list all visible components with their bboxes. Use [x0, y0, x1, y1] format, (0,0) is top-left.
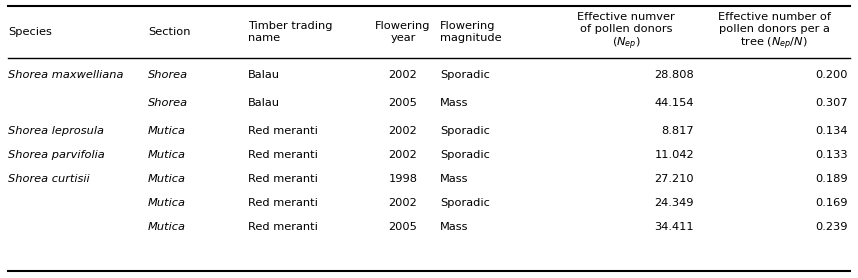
Text: Red meranti: Red meranti [248, 198, 317, 208]
Text: Section: Section [148, 27, 190, 37]
Text: Mutica: Mutica [148, 198, 186, 208]
Text: 0.239: 0.239 [815, 222, 848, 232]
Text: Flowering
year: Flowering year [375, 21, 431, 43]
Text: 2002: 2002 [389, 150, 417, 160]
Text: Mass: Mass [440, 174, 468, 184]
Text: Red meranti: Red meranti [248, 126, 317, 136]
Text: Sporadic: Sporadic [440, 150, 490, 160]
Text: 0.134: 0.134 [815, 126, 848, 136]
Text: Shorea leprosula: Shorea leprosula [8, 126, 104, 136]
Text: Balau: Balau [248, 70, 280, 80]
Text: 0.189: 0.189 [815, 174, 848, 184]
Text: Mass: Mass [440, 98, 468, 108]
Text: Shorea: Shorea [148, 98, 188, 108]
Text: 27.210: 27.210 [655, 174, 694, 184]
Text: Mutica: Mutica [148, 126, 186, 136]
Text: 28.808: 28.808 [655, 70, 694, 80]
Text: Species: Species [8, 27, 51, 37]
Text: Balau: Balau [248, 98, 280, 108]
Text: 34.411: 34.411 [655, 222, 694, 232]
Text: Shorea maxwelliana: Shorea maxwelliana [8, 70, 124, 80]
Text: Shorea parvifolia: Shorea parvifolia [8, 150, 105, 160]
Text: Effective numver
of pollen donors
$(N_{ep})$: Effective numver of pollen donors $(N_{e… [577, 12, 675, 52]
Text: Red meranti: Red meranti [248, 222, 317, 232]
Text: Mutica: Mutica [148, 174, 186, 184]
Text: 8.817: 8.817 [662, 126, 694, 136]
Text: 2005: 2005 [389, 222, 418, 232]
Text: 44.154: 44.154 [655, 98, 694, 108]
Text: Sporadic: Sporadic [440, 70, 490, 80]
Text: 0.307: 0.307 [815, 98, 848, 108]
Text: 24.349: 24.349 [655, 198, 694, 208]
Text: Shorea curtisii: Shorea curtisii [8, 174, 89, 184]
Text: 2002: 2002 [389, 70, 417, 80]
Text: 0.169: 0.169 [815, 198, 848, 208]
Text: Mutica: Mutica [148, 222, 186, 232]
Text: Mass: Mass [440, 222, 468, 232]
Text: 0.200: 0.200 [815, 70, 848, 80]
Text: 2002: 2002 [389, 126, 417, 136]
Text: Timber trading
name: Timber trading name [248, 21, 333, 43]
Text: Sporadic: Sporadic [440, 126, 490, 136]
Text: Shorea: Shorea [148, 70, 188, 80]
Text: Red meranti: Red meranti [248, 150, 317, 160]
Text: Flowering
magnitude: Flowering magnitude [440, 21, 502, 43]
Text: 2005: 2005 [389, 98, 418, 108]
Text: Mutica: Mutica [148, 150, 186, 160]
Text: 0.133: 0.133 [815, 150, 848, 160]
Text: Effective number of
pollen donors per a
tree $(N_{ep}/N)$: Effective number of pollen donors per a … [717, 12, 831, 52]
Text: Red meranti: Red meranti [248, 174, 317, 184]
Text: 1998: 1998 [389, 174, 418, 184]
Text: 2002: 2002 [389, 198, 417, 208]
Text: 11.042: 11.042 [655, 150, 694, 160]
Text: Sporadic: Sporadic [440, 198, 490, 208]
